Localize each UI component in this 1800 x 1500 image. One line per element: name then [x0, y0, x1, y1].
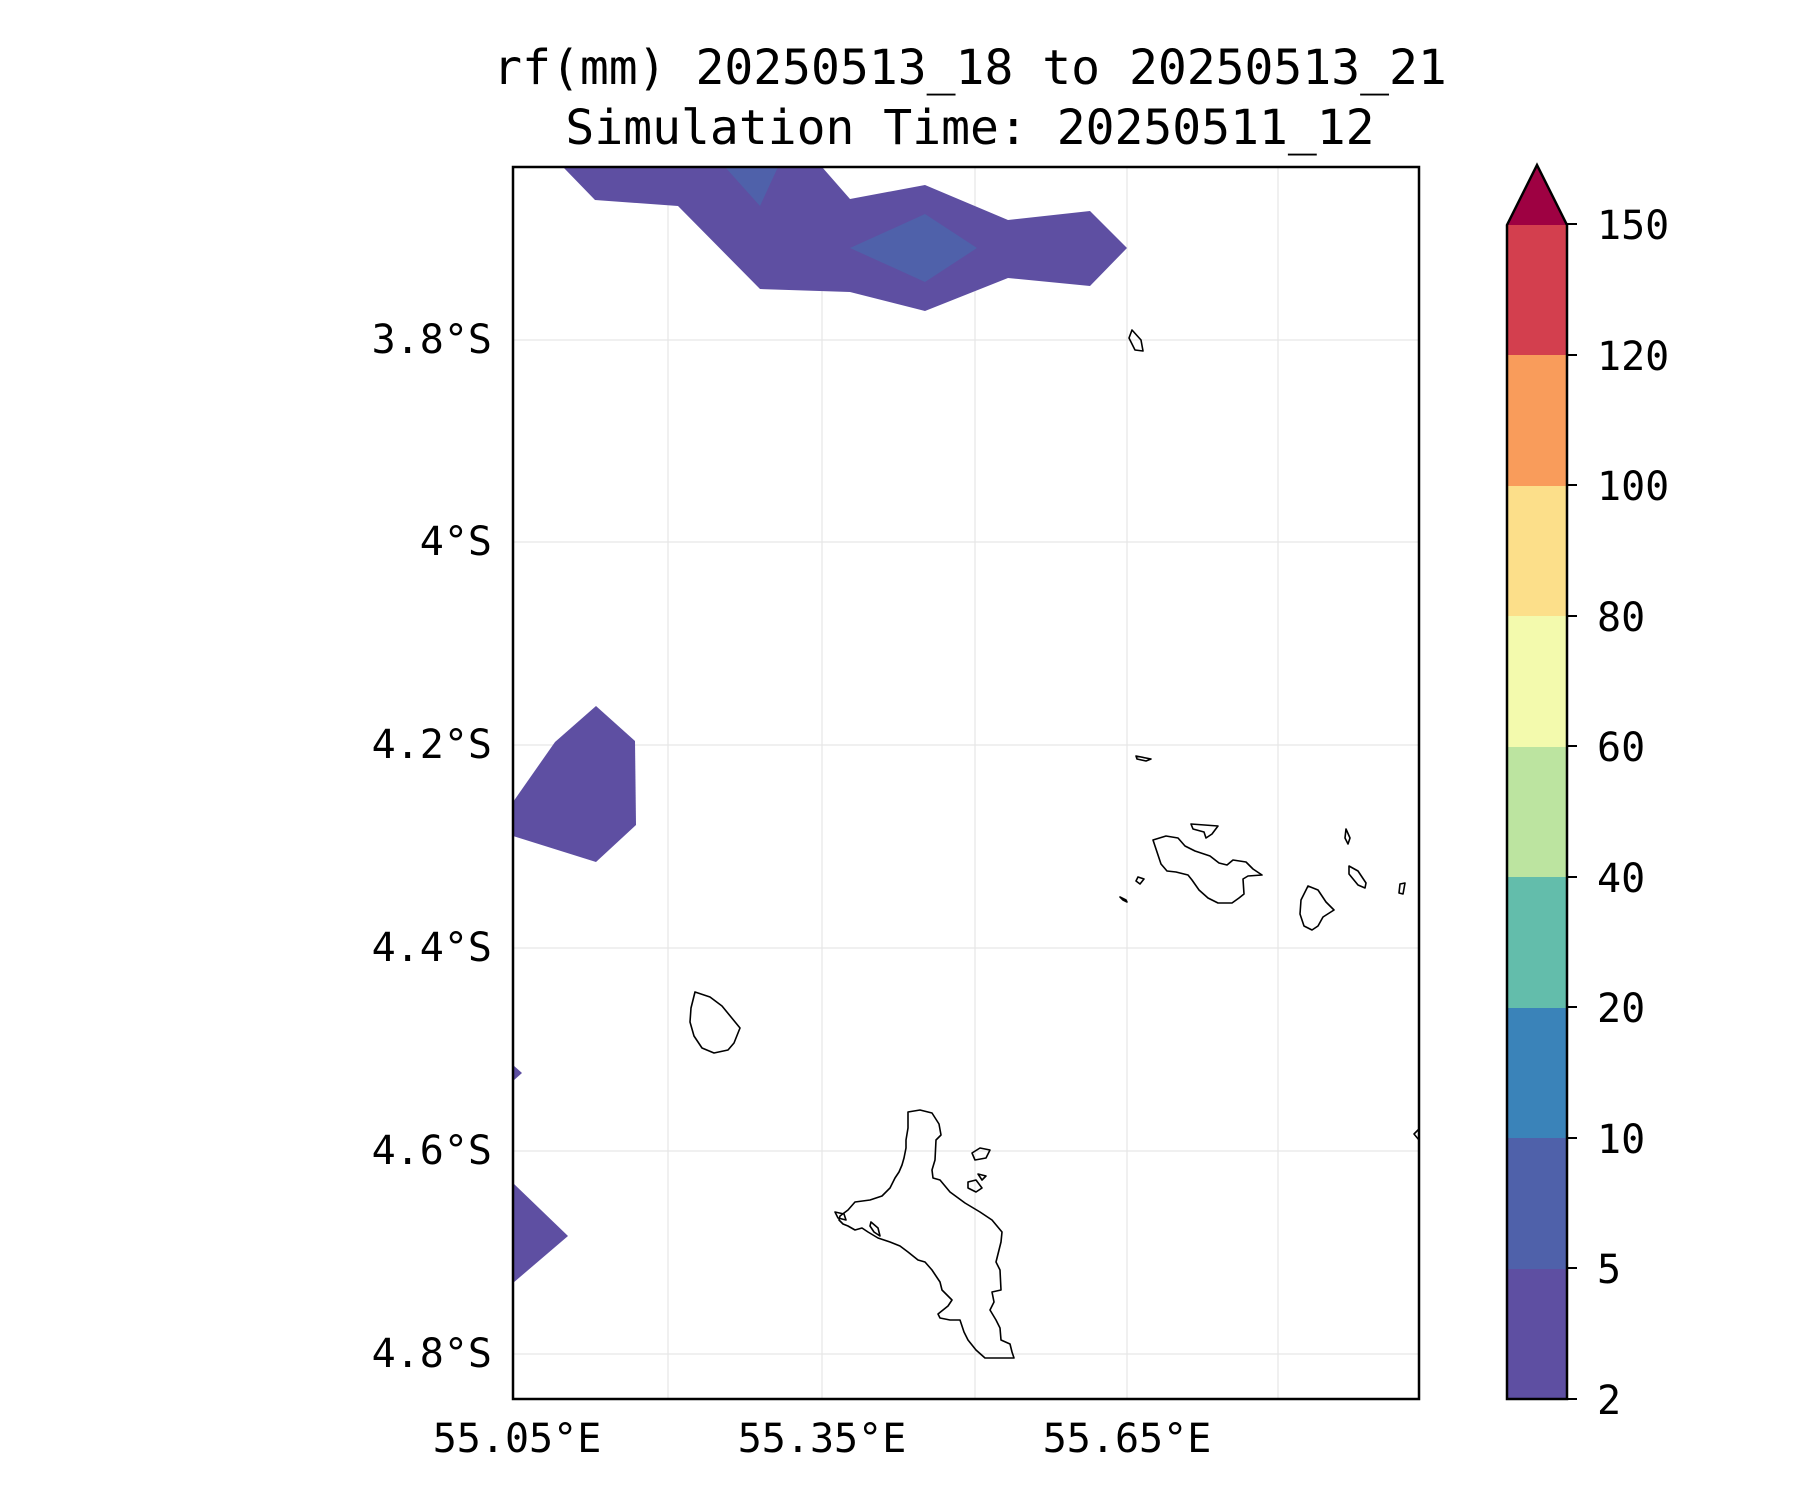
coastline-silhouette [689, 991, 741, 1054]
colorbar-tick-label: 100 [1597, 464, 1669, 510]
y-tick-label: 4.6°S [372, 1128, 492, 1174]
colorbar-outline [1505, 162, 1569, 1401]
y-axis: 3.8°S 4°S 4.2°S 4.4°S 4.6°S 4.8°S [372, 317, 492, 1377]
rain-region-west [513, 706, 636, 862]
coastline-islet [1190, 823, 1219, 839]
coastline-islet [1135, 755, 1152, 762]
colorbar-tick-label: 2 [1597, 1378, 1621, 1424]
title-line-1: rf(mm) 20250513_18 to 20250513_21 [493, 40, 1447, 96]
rain-region-north [563, 167, 1127, 311]
rain-region-southwest [513, 1183, 568, 1283]
coastline-islet [977, 1173, 987, 1181]
colorbar-segment [1507, 485, 1567, 616]
x-tick-label: 55.05°E [433, 1416, 602, 1462]
y-tick-label: 4.4°S [372, 925, 492, 971]
coastline-islet [1348, 865, 1367, 889]
coastline-islet [1135, 876, 1145, 885]
title-line-2: Simulation Time: 20250511_12 [565, 100, 1375, 156]
coastline-mahe [838, 1109, 1015, 1359]
coastlines [689, 329, 1420, 1359]
colorbar-extend-arrow [1507, 165, 1567, 225]
coastline-islet [834, 1211, 847, 1221]
coastline-islet [971, 1147, 991, 1161]
map-panel [511, 165, 1421, 1401]
coastline-islet [1344, 828, 1351, 845]
coastline-islet [1128, 329, 1144, 352]
colorbar-segment [1507, 877, 1567, 1008]
coastline-islet [1398, 882, 1406, 895]
coastline-la-digue [1299, 885, 1335, 931]
y-tick-label: 3.8°S [372, 317, 492, 363]
colorbar-segment [1507, 1268, 1567, 1399]
colorbar-tick-label: 60 [1597, 725, 1645, 771]
colorbar-tick-label: 80 [1597, 595, 1645, 641]
rain-region-north-core [850, 214, 977, 282]
colorbar-tick-label: 5 [1597, 1247, 1621, 1293]
colorbar-tick-label: 10 [1597, 1117, 1645, 1163]
colorbar-segment [1507, 224, 1567, 355]
y-tick-label: 4.8°S [372, 1331, 492, 1377]
map-frame [511, 165, 1421, 1401]
colorbar-ticks [1567, 223, 1577, 1400]
coastline-islet [1119, 896, 1128, 903]
colorbar-segment [1507, 1138, 1567, 1269]
rain-region-north-core [725, 167, 778, 206]
y-tick-label: 4°S [420, 519, 492, 565]
colorbar-segment [1507, 355, 1567, 486]
rain-region-west-edge [513, 1065, 522, 1081]
coastline-islet [869, 1221, 881, 1237]
map-background [513, 167, 1419, 1399]
chart-title: rf(mm) 20250513_18 to 20250513_21 Simula… [460, 38, 1480, 158]
y-tick-label: 4.2°S [372, 722, 492, 768]
coastline-praslin [1152, 835, 1263, 904]
colorbar-tick-label: 20 [1597, 986, 1645, 1032]
x-tick-label: 55.65°E [1043, 1416, 1212, 1462]
colorbar-segment [1507, 746, 1567, 877]
x-axis: 55.05°E 55.35°E 55.65°E [433, 1416, 1212, 1462]
gridlines [513, 167, 1419, 1399]
x-tick-label: 55.35°E [738, 1416, 907, 1462]
colorbar-segment [1507, 616, 1567, 747]
colorbar-tick-label: 120 [1597, 334, 1669, 380]
colorbar-tick-label: 40 [1597, 856, 1645, 902]
colorbar: 2 5 10 20 40 60 80 100 120 150 [1505, 162, 1669, 1424]
rainfall-contours [513, 167, 1127, 1283]
colorbar-tick-label: 150 [1597, 203, 1669, 249]
coastline-islet [967, 1179, 983, 1193]
colorbar-segment [1507, 1007, 1567, 1138]
